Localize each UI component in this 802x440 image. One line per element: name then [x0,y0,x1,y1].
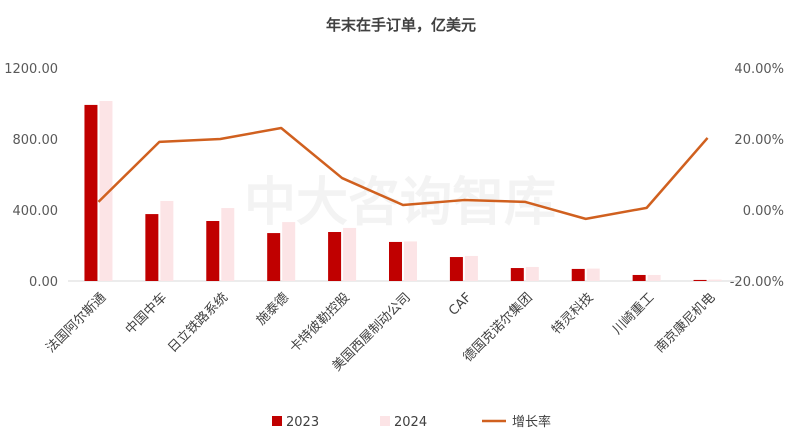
bar-2024 [221,208,235,281]
bar-2024 [647,274,661,281]
category-label: 法国阿尔斯通 [44,290,110,356]
category-label: 施泰德 [254,290,292,328]
y-left-tick: 400.00 [13,204,59,219]
bar-2023 [328,232,342,281]
y-left-tick: 0.00 [29,275,58,290]
bar-2024 [525,266,539,281]
y-left-tick: 1200.00 [4,62,58,77]
bar-2024 [282,222,296,281]
bar-2024 [160,200,174,281]
bar-2024 [404,241,417,281]
bar-2023 [389,241,402,281]
category-label: 中国中车 [122,290,170,338]
bar-2024 [343,227,357,281]
category-label: 南京康尼机电 [652,290,718,356]
legend-swatch-2024 [380,416,390,426]
legend-label: 2024 [394,415,427,430]
category-label: CAF [446,290,475,319]
legend-label: 2023 [286,415,319,430]
legend-swatch-2023 [272,416,282,426]
bar-2024 [99,101,113,281]
bar-2024 [708,279,722,281]
y-right-tick: -20.00% [730,275,784,290]
legend-label: 增长率 [512,414,551,430]
y-right-tick: 40.00% [734,62,784,77]
bar-2024 [464,255,478,281]
bar-2023 [510,268,524,281]
bar-2023 [571,268,585,281]
category-label: 日立铁路系统 [165,290,231,356]
bar-2023 [267,233,281,281]
bar-2023 [632,274,646,281]
y-right-tick: 0.00% [743,204,784,219]
chart-title: 年末在手订单，亿美元 [325,16,476,34]
bar-2023 [206,221,220,281]
bar-2023 [145,214,159,281]
y-right-tick: 20.00% [734,133,784,148]
bar-2023 [693,279,707,281]
bar-2023 [84,104,98,281]
bar-2024 [586,268,600,281]
category-label: 特灵科技 [549,290,596,337]
category-label: 川崎重工 [609,290,657,338]
category-label: 卡特彼勒控股 [287,290,353,356]
y-left-tick: 800.00 [13,133,59,148]
bar-2023 [449,257,463,281]
